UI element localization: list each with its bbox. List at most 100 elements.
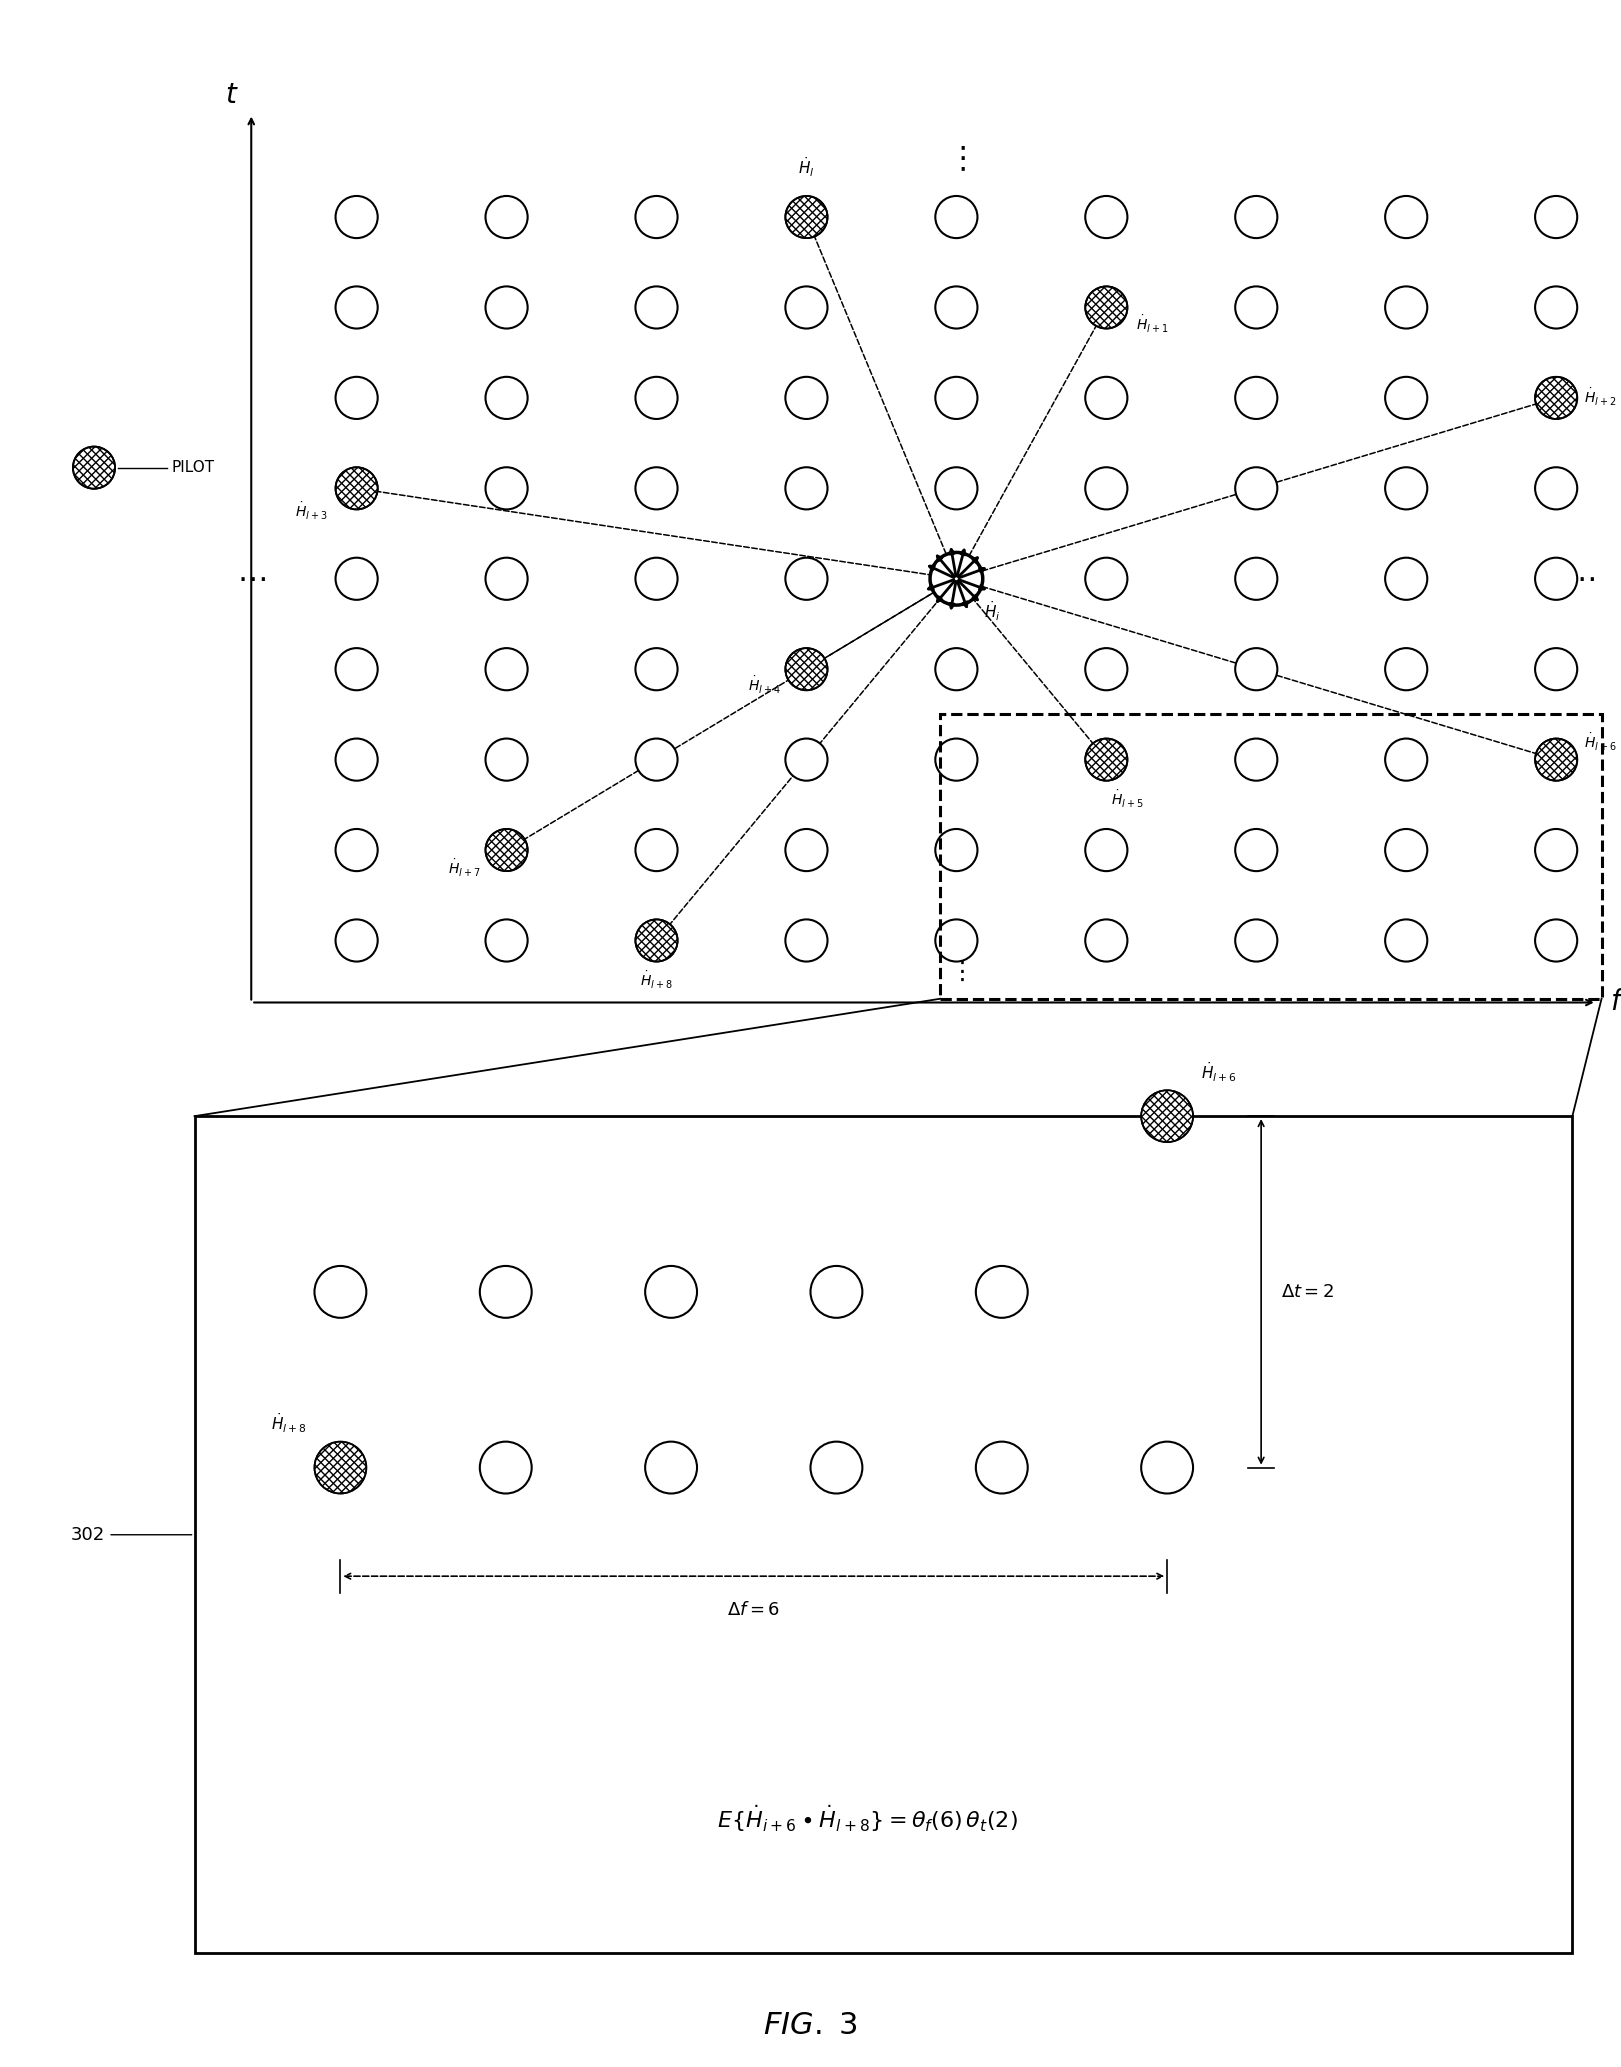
Ellipse shape: [486, 829, 528, 870]
Text: PILOT: PILOT: [172, 461, 216, 475]
Text: $f$: $f$: [1610, 988, 1621, 1017]
Text: $\dot{H}_{l+8}$: $\dot{H}_{l+8}$: [640, 969, 673, 990]
Ellipse shape: [486, 467, 528, 508]
Ellipse shape: [314, 1265, 366, 1319]
Ellipse shape: [785, 467, 827, 508]
Ellipse shape: [1535, 649, 1577, 690]
Ellipse shape: [486, 376, 528, 420]
Ellipse shape: [73, 446, 115, 488]
Text: $\dot{H}_i$: $\dot{H}_i$: [984, 599, 1000, 622]
Ellipse shape: [1384, 287, 1428, 329]
Ellipse shape: [486, 287, 528, 329]
Ellipse shape: [1384, 196, 1428, 238]
Ellipse shape: [1535, 196, 1577, 238]
Ellipse shape: [785, 920, 827, 961]
Ellipse shape: [635, 467, 678, 508]
Ellipse shape: [1235, 920, 1277, 961]
Ellipse shape: [1235, 829, 1277, 870]
Ellipse shape: [1535, 467, 1577, 508]
Ellipse shape: [1086, 738, 1128, 781]
Ellipse shape: [635, 558, 678, 599]
Ellipse shape: [1384, 829, 1428, 870]
Ellipse shape: [635, 649, 678, 690]
Ellipse shape: [935, 649, 977, 690]
Ellipse shape: [785, 738, 827, 781]
Ellipse shape: [1235, 287, 1277, 329]
Ellipse shape: [635, 920, 678, 961]
Ellipse shape: [635, 196, 678, 238]
Ellipse shape: [810, 1441, 862, 1494]
Ellipse shape: [336, 920, 378, 961]
Text: $FIG.\ 3$: $FIG.\ 3$: [763, 2011, 858, 2040]
Ellipse shape: [935, 196, 977, 238]
Ellipse shape: [480, 1265, 532, 1319]
Ellipse shape: [1086, 829, 1128, 870]
Text: $E\{\dot{H}_{i+6} \bullet \dot{H}_{l+8}\} = \theta_f(6)\,\theta_t(2)$: $E\{\dot{H}_{i+6} \bullet \dot{H}_{l+8}\…: [716, 1804, 1018, 1833]
Ellipse shape: [785, 287, 827, 329]
Ellipse shape: [1535, 738, 1577, 781]
Text: 302: 302: [71, 1525, 191, 1544]
Text: $\dot{H}_l$: $\dot{H}_l$: [798, 155, 815, 180]
Text: $\Delta f = 6$: $\Delta f = 6$: [728, 1602, 780, 1618]
Ellipse shape: [645, 1441, 697, 1494]
Ellipse shape: [930, 552, 982, 606]
Ellipse shape: [336, 196, 378, 238]
Text: $\dot{H}_{l+8}$: $\dot{H}_{l+8}$: [271, 1412, 306, 1434]
Ellipse shape: [1535, 920, 1577, 961]
Ellipse shape: [635, 287, 678, 329]
Ellipse shape: [1086, 287, 1128, 329]
Ellipse shape: [635, 376, 678, 420]
Ellipse shape: [1535, 558, 1577, 599]
Text: $\dot{H}_{l+4}$: $\dot{H}_{l+4}$: [747, 676, 780, 697]
Text: $\dot{H}_{l+1}$: $\dot{H}_{l+1}$: [1136, 314, 1169, 335]
Ellipse shape: [1235, 738, 1277, 781]
Ellipse shape: [480, 1441, 532, 1494]
Ellipse shape: [1235, 376, 1277, 420]
Ellipse shape: [336, 829, 378, 870]
Ellipse shape: [486, 738, 528, 781]
Ellipse shape: [1086, 920, 1128, 961]
Ellipse shape: [486, 196, 528, 238]
Ellipse shape: [976, 1265, 1028, 1319]
Ellipse shape: [1141, 1089, 1193, 1143]
Text: $\dot{H}_{l+2}$: $\dot{H}_{l+2}$: [1584, 387, 1616, 409]
Ellipse shape: [935, 376, 977, 420]
Text: $\cdots$: $\cdots$: [237, 564, 266, 593]
Ellipse shape: [635, 829, 678, 870]
Ellipse shape: [1384, 376, 1428, 420]
Text: $\vdots$: $\vdots$: [947, 145, 966, 174]
Ellipse shape: [336, 467, 378, 508]
Ellipse shape: [785, 558, 827, 599]
Ellipse shape: [336, 558, 378, 599]
Ellipse shape: [1535, 376, 1577, 420]
Ellipse shape: [1086, 376, 1128, 420]
Ellipse shape: [1086, 558, 1128, 599]
Text: $\Delta t = 2$: $\Delta t = 2$: [1281, 1284, 1334, 1300]
Ellipse shape: [785, 829, 827, 870]
Ellipse shape: [935, 287, 977, 329]
Ellipse shape: [1384, 649, 1428, 690]
Ellipse shape: [935, 467, 977, 508]
Ellipse shape: [1535, 287, 1577, 329]
Ellipse shape: [1235, 558, 1277, 599]
Ellipse shape: [314, 1441, 366, 1494]
Ellipse shape: [976, 1441, 1028, 1494]
Text: $t$: $t$: [225, 81, 238, 110]
Ellipse shape: [635, 738, 678, 781]
Ellipse shape: [1086, 649, 1128, 690]
Ellipse shape: [810, 1265, 862, 1319]
Ellipse shape: [486, 649, 528, 690]
Ellipse shape: [1384, 558, 1428, 599]
Bar: [940, 713, 1602, 998]
Ellipse shape: [1384, 467, 1428, 508]
Text: $\dot{H}_{l+3}$: $\dot{H}_{l+3}$: [295, 500, 327, 521]
Ellipse shape: [1235, 649, 1277, 690]
Ellipse shape: [1384, 738, 1428, 781]
Ellipse shape: [645, 1265, 697, 1319]
Ellipse shape: [1235, 196, 1277, 238]
Text: $\vdots$: $\vdots$: [948, 959, 964, 984]
Ellipse shape: [336, 738, 378, 781]
Ellipse shape: [336, 649, 378, 690]
Bar: [195, 1116, 1572, 1953]
Ellipse shape: [1086, 467, 1128, 508]
